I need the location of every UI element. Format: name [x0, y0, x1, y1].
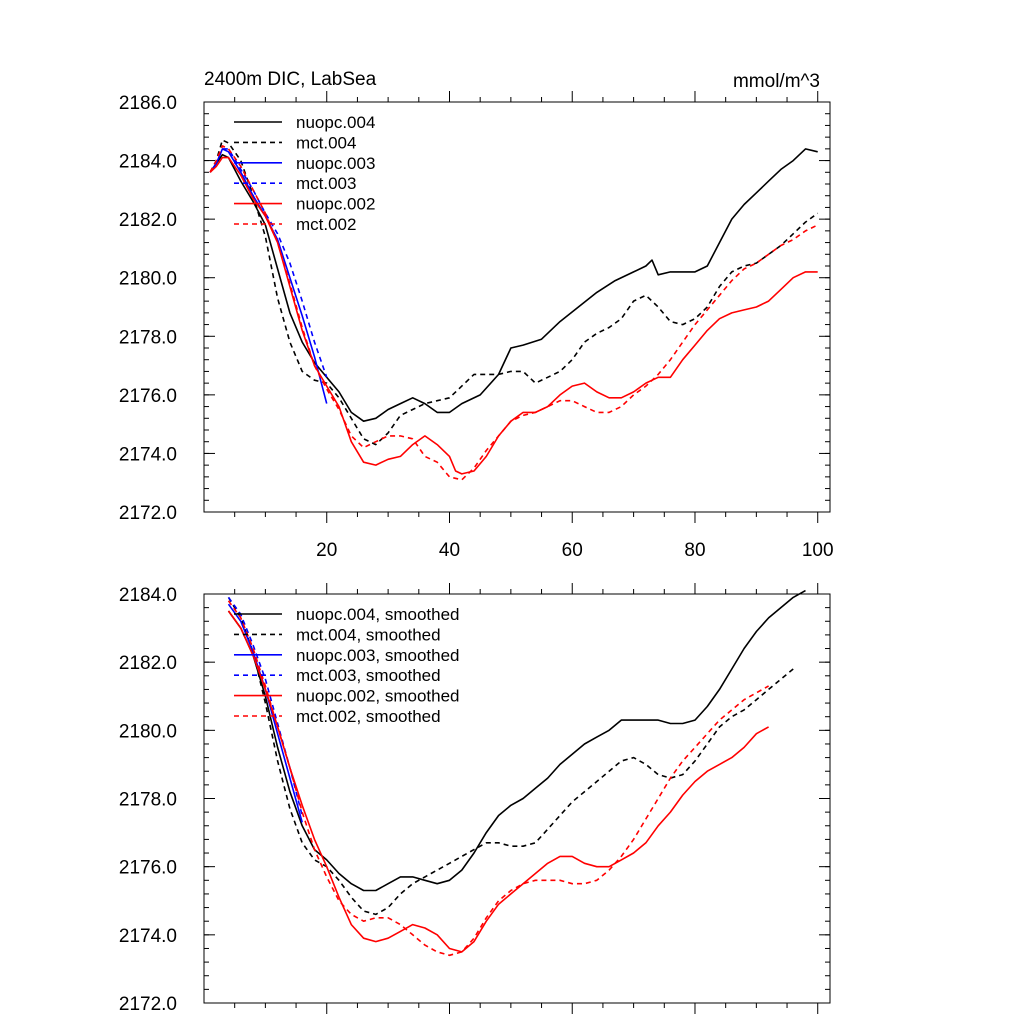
legend-label: nuopc.004: [296, 113, 375, 132]
legend-label: nuopc.002: [296, 195, 375, 214]
legend-label: nuopc.004, smoothed: [296, 605, 460, 624]
y-tick-label: 2178.0: [119, 327, 177, 348]
legend-label: mct.002, smoothed: [296, 707, 441, 726]
series-line-mct-002: [209, 145, 819, 481]
x-tick-label: 80: [684, 540, 705, 561]
y-tick-label: 2182.0: [119, 210, 177, 231]
plot-title: 2400m DIC, LabSea: [204, 69, 377, 90]
legend-label: nuopc.002, smoothed: [296, 687, 460, 706]
y-tick-label: 2184.0: [119, 152, 177, 173]
y-tick-label: 2176.0: [119, 858, 177, 879]
legend-label: nuopc.003: [296, 154, 375, 173]
y-tick-label: 2182.0: [119, 653, 177, 674]
legend-label: mct.004: [296, 133, 356, 152]
x-tick-label: 100: [802, 540, 834, 561]
top-panel: 2400m DIC, LabSea mmol/m^3 2172.02174.02…: [119, 69, 834, 561]
series-line-nuopc-002-smoothed: [227, 610, 769, 953]
legend-label: mct.003: [296, 174, 356, 193]
y-tick-label: 2180.0: [119, 269, 177, 290]
y-tick-label: 2174.0: [119, 444, 177, 465]
y-tick-label: 2184.0: [119, 585, 177, 606]
legend-label: nuopc.003, smoothed: [296, 646, 460, 665]
series-line-mct-002-smoothed: [227, 600, 769, 957]
x-tick-label: 60: [562, 540, 583, 561]
plot-frame: [203, 593, 831, 1004]
plot-frame: [203, 101, 831, 513]
y-tick-label: 2180.0: [119, 721, 177, 742]
legend-label: mct.003, smoothed: [296, 666, 441, 685]
x-tick-label: 20: [316, 540, 337, 561]
series-line-mct-004-smoothed: [227, 596, 794, 916]
units-label: mmol/m^3: [733, 71, 820, 92]
y-tick-label: 2176.0: [119, 386, 177, 407]
series-line-nuopc-004-smoothed: [227, 589, 806, 892]
legend-label: mct.002: [296, 215, 356, 234]
y-tick-label: 2178.0: [119, 790, 177, 811]
series-layer: [227, 589, 806, 957]
x-tick-label: 40: [439, 540, 460, 561]
legend-label: mct.004, smoothed: [296, 625, 441, 644]
bottom-panel: 2172.0 2174.0 2176.0 2178.0 2180.0 2182.0 2184…: [119, 583, 831, 1015]
axis-ticks: 2172.0 2174.0 2176.0 2178.0 2180.0 2182.0 2184…: [119, 91, 834, 561]
y-tick-label: 2186.0: [119, 93, 177, 114]
series-line-mct-003: [209, 148, 328, 378]
y-tick-label: 2172.0: [119, 503, 177, 524]
series-layer: [209, 139, 819, 481]
y-tick-label: 2172.0: [119, 994, 177, 1015]
y-tick-label: 2174.0: [119, 926, 177, 947]
